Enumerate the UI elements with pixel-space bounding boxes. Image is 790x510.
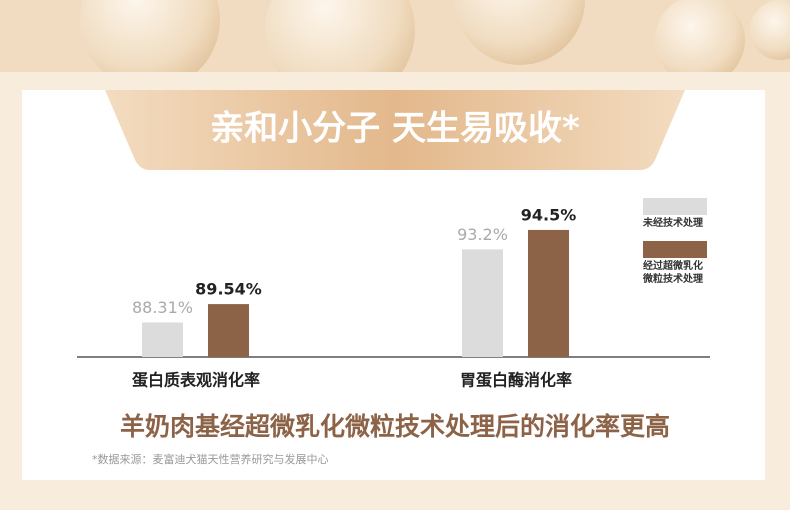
value-label: 88.31% bbox=[132, 298, 193, 317]
x-tick-label: 胃蛋白酶消化率 bbox=[460, 371, 572, 390]
legend-label: 经过超微乳化微粒技术处理 bbox=[643, 261, 703, 285]
bar bbox=[528, 229, 569, 357]
bar bbox=[462, 249, 503, 357]
decor bbox=[455, 0, 585, 65]
legend-swatch bbox=[643, 198, 707, 215]
headline: 羊奶肉基经超微乳化微粒技术处理后的消化率更高 bbox=[120, 412, 670, 441]
value-label: 93.2% bbox=[457, 225, 508, 244]
bar bbox=[208, 304, 249, 357]
title-banner bbox=[105, 90, 685, 170]
legend-swatch bbox=[643, 241, 707, 258]
decor bbox=[80, 0, 220, 90]
decor bbox=[750, 0, 790, 60]
source-note: *数据来源：麦富迪犬猫天性营养研究与发展中心 bbox=[92, 452, 329, 466]
value-label: 94.5% bbox=[521, 205, 577, 224]
value-label: 89.54% bbox=[195, 280, 262, 299]
bar bbox=[142, 322, 183, 357]
legend-label: 未经技术处理 bbox=[643, 218, 703, 229]
chart-title: 亲和小分子 天生易吸收* bbox=[210, 109, 580, 149]
x-tick-label: 蛋白质表观消化率 bbox=[132, 371, 260, 390]
decor bbox=[655, 0, 745, 85]
